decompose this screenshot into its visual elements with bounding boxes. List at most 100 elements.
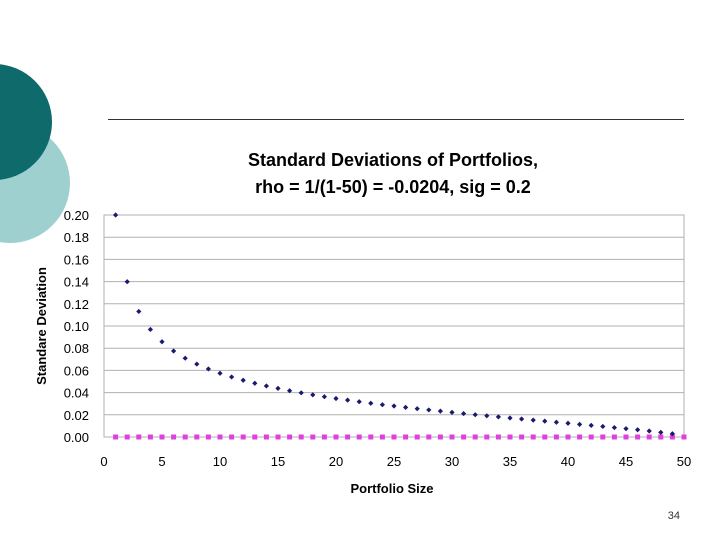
x-tick-label: 30 (445, 454, 459, 469)
data-point-diamond (252, 380, 258, 386)
data-point-diamond (124, 279, 130, 285)
data-point-square (136, 434, 142, 440)
data-point-diamond (403, 404, 409, 410)
data-point-square (635, 434, 641, 440)
data-point-square (263, 434, 269, 440)
data-point-diamond (240, 377, 246, 383)
y-tick-label: 0.18 (64, 230, 89, 245)
data-point-square (414, 434, 420, 440)
y-tick-label: 0.14 (64, 275, 89, 290)
x-tick-label: 15 (271, 454, 285, 469)
data-point-diamond (669, 431, 675, 437)
x-tick-label: 20 (329, 454, 343, 469)
data-point-diamond (553, 419, 559, 425)
data-point-diamond (333, 395, 339, 402)
y-axis-label: Standare Deviation (34, 267, 49, 385)
data-point-diamond (159, 339, 165, 345)
data-point-square (553, 434, 559, 440)
x-axis-ticks: 0 5 10 15 20 25 30 35 40 45 50 (100, 454, 691, 469)
data-point-square (623, 434, 629, 440)
y-tick-label: 0.02 (64, 408, 89, 423)
data-point-diamond (379, 402, 385, 408)
x-tick-label: 50 (677, 454, 691, 469)
data-point-square (217, 434, 223, 440)
data-point-diamond (414, 406, 420, 412)
data-point-diamond (205, 366, 211, 372)
data-point-diamond (356, 399, 362, 405)
data-point-square (565, 434, 571, 440)
gridlines (104, 214, 684, 416)
y-tick-label: 0.12 (64, 297, 89, 312)
data-point-square (147, 434, 153, 440)
data-point-diamond (182, 355, 188, 361)
data-point-square (321, 434, 327, 440)
data-point-square (519, 434, 525, 440)
data-point-square (229, 434, 235, 440)
data-point-square (426, 434, 432, 440)
data-point-diamond (484, 413, 490, 419)
data-point-diamond (391, 403, 397, 409)
data-point-diamond (577, 421, 583, 427)
data-point-square (495, 434, 501, 440)
chart-title-line-2: rho = 1/(1-50) = -0.0204, sig = 0.2 (255, 177, 531, 197)
data-point-diamond (275, 385, 281, 391)
data-point-square (577, 434, 583, 440)
data-point-diamond (298, 390, 304, 396)
y-tick-label: 0.16 (64, 252, 89, 267)
data-point-diamond (229, 374, 235, 380)
data-point-square (600, 434, 606, 440)
data-point-diamond (519, 416, 525, 422)
chart-title-line-1: Standard Deviations of Portfolios, (248, 150, 538, 170)
data-point-diamond (449, 409, 455, 415)
data-point-square (681, 434, 687, 440)
data-point-diamond (542, 418, 548, 424)
data-point-square (356, 434, 362, 440)
data-point-diamond (611, 424, 617, 431)
data-point-square (275, 434, 281, 440)
x-tick-label: 10 (213, 454, 227, 469)
data-point-square (240, 434, 246, 440)
data-point-diamond (426, 407, 432, 413)
data-point-square (449, 434, 455, 440)
x-axis-label: Portfolio Size (350, 481, 433, 496)
data-series (113, 212, 687, 440)
data-point-square (403, 434, 409, 440)
data-point-square (437, 434, 443, 440)
data-point-diamond (368, 400, 374, 406)
y-tick-label: 0.08 (64, 341, 89, 356)
data-point-diamond (113, 212, 119, 218)
data-point-diamond (507, 415, 513, 421)
data-point-square (171, 434, 177, 440)
x-tick-label: 45 (619, 454, 633, 469)
data-point-diamond (461, 410, 467, 417)
data-point-diamond (437, 408, 443, 414)
data-point-diamond (310, 392, 316, 398)
data-point-diamond (635, 427, 641, 433)
data-point-diamond (472, 412, 478, 418)
page-number: 34 (667, 510, 680, 522)
data-point-square (391, 434, 397, 440)
data-point-square (646, 434, 652, 440)
data-point-diamond (287, 388, 293, 394)
data-point-diamond (217, 370, 223, 376)
data-point-square (507, 434, 513, 440)
data-point-square (333, 434, 339, 440)
data-point-square (658, 434, 664, 440)
data-point-square (484, 434, 490, 440)
data-point-diamond (646, 428, 652, 434)
y-tick-label: 0.20 (64, 208, 89, 223)
data-point-square (205, 434, 211, 440)
data-point-square (310, 434, 316, 440)
data-point-diamond (171, 348, 177, 354)
data-point-square (368, 434, 374, 440)
data-point-diamond (345, 397, 351, 403)
data-point-square (588, 434, 594, 440)
data-point-diamond (194, 361, 200, 367)
y-tick-label: 0.06 (64, 363, 89, 378)
data-point-diamond (658, 429, 664, 435)
data-point-diamond (263, 383, 269, 389)
title-divider (108, 119, 684, 120)
